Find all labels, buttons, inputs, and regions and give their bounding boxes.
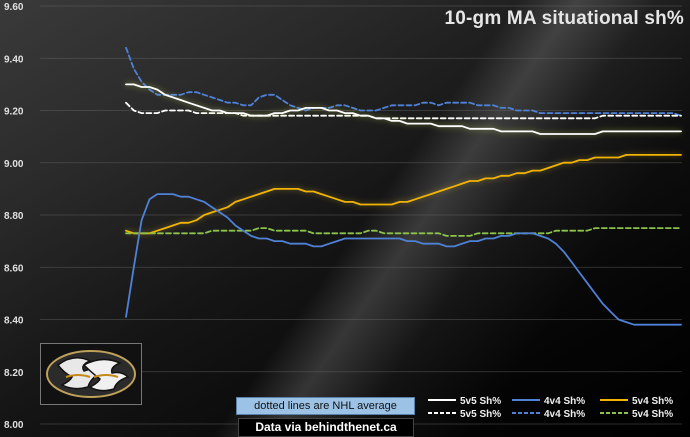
series-group	[125, 46, 682, 326]
y-tick-label: 8.20	[4, 368, 24, 379]
legend-label: 5v5 Sh%	[460, 396, 501, 407]
y-tick-label: 8.60	[4, 263, 24, 274]
y-tick-label: 9.40	[4, 54, 24, 65]
note-box: dotted lines are NHL average	[236, 397, 415, 415]
series-line-5v5	[125, 83, 682, 135]
y-tick-label: 9.00	[4, 159, 24, 170]
chart-title: 10-gm MA situational sh%	[444, 8, 684, 29]
y-axis: 8.00 8.20 8.40 8.60 8.80 9.00 9.20 9.40 9.60	[4, 2, 24, 431]
y-tick-label: 8.00	[4, 420, 24, 431]
series-line-avg-4v4	[125, 46, 682, 117]
series-line-avg-5v4	[125, 227, 682, 237]
y-tick-label: 8.80	[4, 211, 24, 222]
legend-label: 4v4 Sh%	[544, 396, 585, 407]
legend-label: 5v4 Sh%	[632, 396, 673, 407]
source-label: Data via behindthenet.ca	[238, 418, 414, 437]
series-line-5v4	[125, 154, 682, 235]
series-line-4v4	[125, 193, 682, 326]
series-line-avg-5v5	[125, 101, 682, 120]
legend-label: 5v5 Sh%	[460, 409, 501, 420]
legend-label: 5v4 Sh%	[632, 409, 673, 420]
gridlines	[40, 5, 682, 425]
ducks-logo-icon	[40, 343, 142, 405]
y-tick-label: 9.60	[4, 2, 24, 13]
legend: 5v5 Sh% 4v4 Sh% 5v4 Sh% 5v5 Sh% 4v4 Sh% 5v4 S…	[428, 396, 673, 420]
legend-label: 4v4 Sh%	[544, 409, 585, 420]
y-tick-label: 8.40	[4, 316, 24, 327]
y-tick-label: 9.20	[4, 107, 24, 118]
